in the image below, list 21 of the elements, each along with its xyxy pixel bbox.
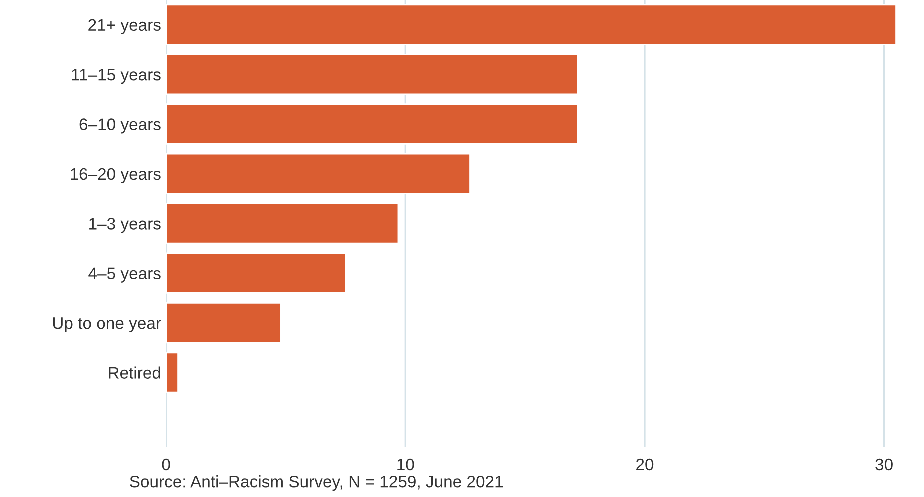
y-tick-label: 1–3 years <box>90 218 161 234</box>
x-tick-label: 20 <box>636 458 654 471</box>
bar <box>166 352 179 394</box>
bar <box>166 4 896 46</box>
x-tick-label: 10 <box>398 458 414 471</box>
y-tick-label: Retired <box>109 366 160 379</box>
bar <box>166 252 347 294</box>
x-tick-label: 0 <box>162 458 170 471</box>
bar <box>166 104 579 145</box>
x-tick-label: 30 <box>876 458 893 471</box>
y-tick-label: 11–15 years <box>72 69 161 84</box>
y-tick-label: 21+ years <box>88 19 161 34</box>
bar <box>166 203 400 244</box>
y-tick-label: 6–10 years <box>80 118 161 134</box>
y-tick-label: 4–5 years <box>88 268 161 283</box>
bar <box>166 153 471 195</box>
bar <box>166 54 579 96</box>
source-note: Source: Anti–Racism Survey, N = 1259, June 2021 <box>130 476 503 492</box>
y-tick-label: Up to one year <box>53 318 162 333</box>
bar <box>166 302 282 344</box>
y-tick-label: 16–20 years <box>71 168 161 184</box>
